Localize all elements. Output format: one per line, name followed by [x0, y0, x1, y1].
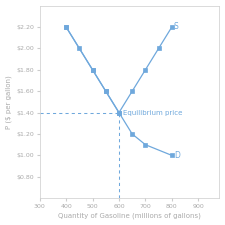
Text: Equilibrium price: Equilibrium price — [123, 110, 182, 116]
Text: S: S — [174, 22, 179, 32]
Text: D: D — [174, 151, 180, 160]
X-axis label: Quantity of Gasoline (millions of gallons): Quantity of Gasoline (millions of gallon… — [58, 213, 201, 219]
Y-axis label: P ($ per gallon): P ($ per gallon) — [6, 75, 12, 129]
